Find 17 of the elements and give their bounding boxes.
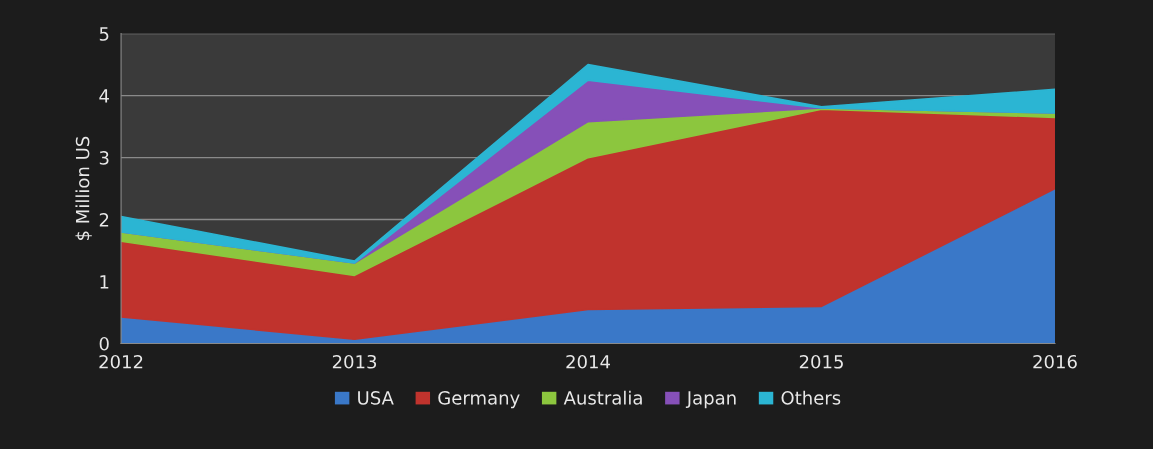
y-tick-label: 0	[99, 336, 109, 351]
legend-label: Germany	[438, 391, 520, 409]
legend-label: Japan	[685, 391, 736, 409]
y-axis-title: $ Million US	[75, 136, 92, 240]
legend-label: USA	[358, 391, 394, 405]
x-tick-label: 2016	[1033, 354, 1077, 369]
x-tick-label: 2013	[332, 354, 377, 369]
y-tick-label: 5	[99, 27, 109, 41]
x-tick-label: 2014	[566, 354, 610, 369]
y-tick-label: 1	[100, 275, 109, 289]
legend-label: Others	[781, 390, 841, 405]
y-tick-label: 2	[99, 213, 109, 227]
y-tick-label: 3	[99, 151, 109, 165]
legend-label: Australia	[563, 390, 642, 405]
x-tick-label: 2015	[799, 354, 843, 369]
y-tick-label: 4	[99, 89, 109, 103]
x-tick-label: 2012	[99, 354, 143, 369]
